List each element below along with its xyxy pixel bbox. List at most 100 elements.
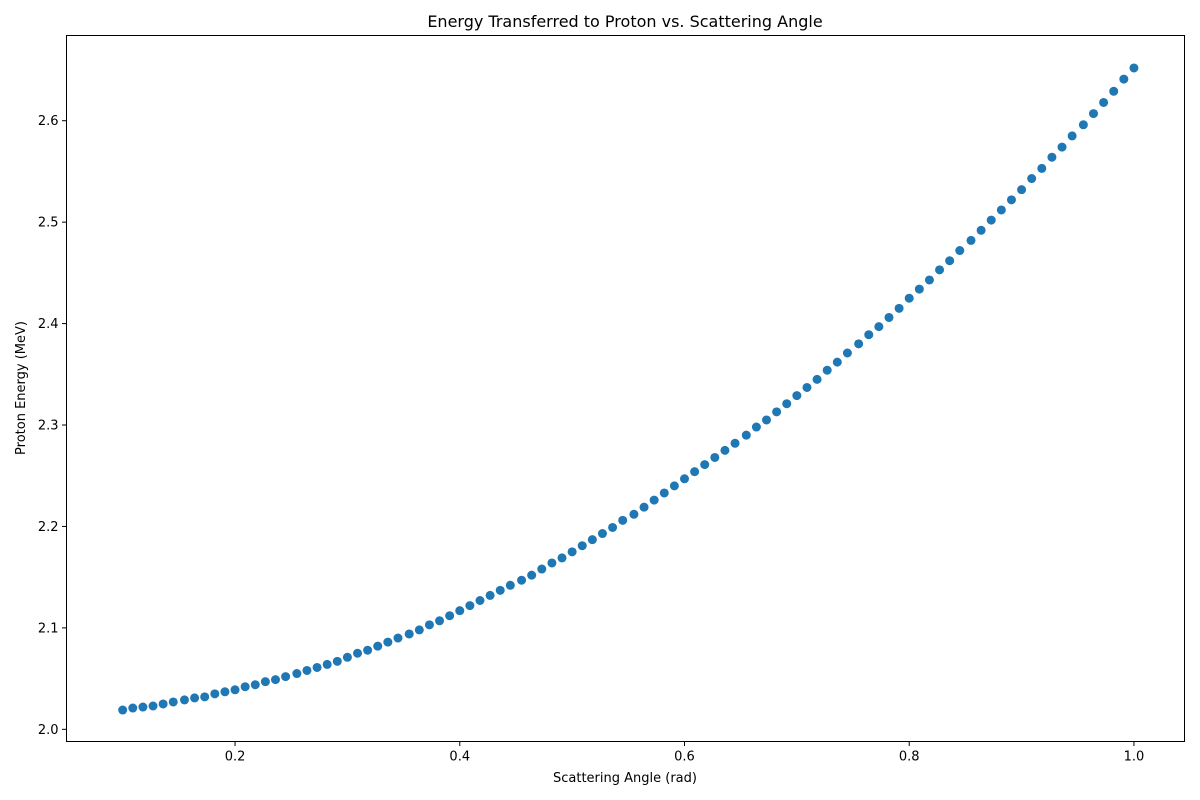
data-point [148,701,158,711]
data-point [741,430,751,440]
data-point [342,652,352,662]
data-point [669,481,679,491]
data-point [1037,163,1047,173]
data-point [138,702,148,712]
data-point [158,699,168,709]
data-point [649,495,659,505]
data-point [445,611,455,621]
data-point [884,312,894,322]
data-point [1017,185,1027,195]
data-point [527,570,537,580]
data-point [190,693,200,703]
data-point [302,665,312,675]
data-point [577,541,587,551]
data-point [200,692,210,702]
data-point [894,303,904,313]
data-point [639,502,649,512]
data-point [986,215,996,225]
data-point [822,365,832,375]
data-point [260,677,270,687]
data-point [250,680,260,690]
y-tick-label: 2.4 [38,317,59,332]
y-tick-label: 2.5 [38,216,59,231]
y-axis-label: Proton Energy (MeV) [14,321,29,455]
data-point [1078,120,1088,130]
data-point [812,374,822,384]
data-point [475,596,485,606]
data-point [220,687,230,697]
data-point [210,689,220,699]
x-axis-ticks: 0.2 0.4 0.6 0.8 1.0 [225,741,1145,765]
data-point [128,703,138,713]
data-point [353,648,363,658]
data-point [751,422,761,432]
data-point [1067,131,1077,141]
data-point [1047,152,1057,162]
data-point [240,682,250,692]
data-point [690,467,700,477]
data-point [292,669,302,679]
data-point [373,641,383,651]
data-point [230,685,240,695]
data-point [772,407,782,417]
data-point [730,438,740,448]
y-tick-label: 2.3 [38,419,59,434]
data-point [700,460,710,470]
x-tick-label: 0.8 [899,750,920,765]
data-point [874,322,884,332]
data-point [832,357,842,367]
data-point [312,662,322,672]
data-point [955,246,965,256]
data-point [854,339,864,349]
data-point [424,620,434,630]
y-axis-ticks: 2.0 2.1 2.2 2.3 2.4 2.5 2.6 [38,114,67,738]
data-point [720,445,730,455]
data-point [762,415,772,425]
data-point [1088,109,1098,119]
data-point [547,558,557,568]
data-point [393,633,403,643]
data-point [495,585,505,595]
data-point [1099,97,1109,107]
x-tick-label: 0.4 [449,750,470,765]
plot-frame [66,35,1185,742]
data-point [966,235,976,245]
data-point [179,695,189,705]
data-point [914,284,924,294]
data-point [281,672,291,682]
data-point [1057,142,1067,152]
data-point [118,705,128,715]
data-point [1119,74,1129,84]
data-point [168,697,178,707]
data-point [435,616,445,626]
x-tick-label: 0.6 [674,750,695,765]
data-point [1027,174,1037,184]
data-point [322,659,332,669]
data-point [505,580,515,590]
x-tick-label: 1.0 [1124,750,1145,765]
chart-title: Energy Transferred to Proton vs. Scatter… [427,12,822,31]
data-point [517,575,527,585]
data-point [782,399,792,409]
data-point [404,629,414,639]
x-tick-label: 0.2 [225,750,246,765]
data-point [924,275,934,285]
data-point [679,474,689,484]
data-point [904,293,914,303]
data-point [945,256,955,266]
data-point [608,522,618,532]
data-point [557,553,567,563]
data-point [332,656,342,666]
data-point [1129,63,1139,73]
data-point [864,330,874,340]
data-points [118,63,1139,715]
data-point [485,590,495,600]
data-point [587,535,597,545]
data-point [629,509,639,519]
data-point [455,606,465,616]
y-tick-label: 2.6 [38,114,59,129]
y-tick-label: 2.2 [38,520,59,535]
y-tick-label: 2.0 [38,723,59,738]
